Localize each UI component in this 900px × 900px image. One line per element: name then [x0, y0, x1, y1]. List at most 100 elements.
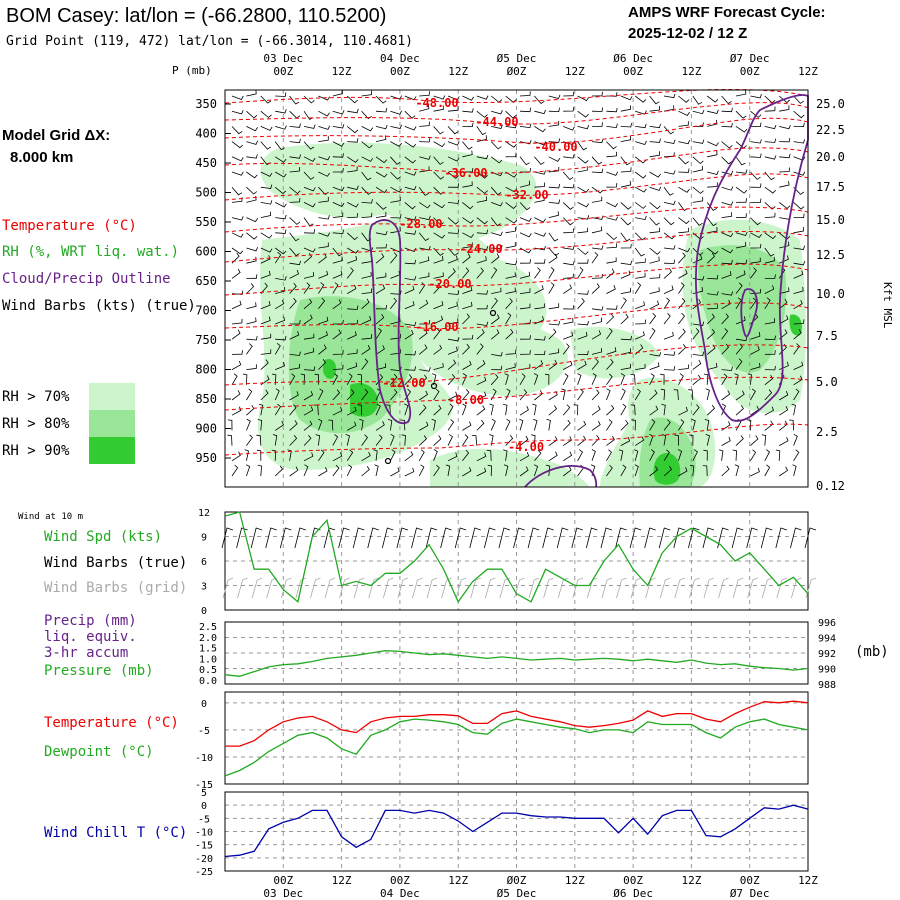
wind-barb [404, 185, 417, 191]
wind-barb [315, 434, 321, 446]
wind-barb [620, 464, 627, 477]
wind-barb [548, 94, 561, 99]
temperature-contour-label: -28.00 [399, 217, 442, 231]
wind-barb [534, 126, 546, 133]
wind-barb [346, 247, 359, 254]
wind-barb [246, 343, 253, 355]
temperature-contour-label: -4.00 [508, 440, 544, 454]
hour-label-bottom: 12Z [448, 874, 468, 887]
pressure-tick-label: 950 [195, 451, 217, 465]
wind-barb [404, 156, 416, 164]
wind-barb [577, 373, 582, 385]
wind-barb [447, 95, 460, 101]
wind-barb [577, 350, 589, 356]
wind-barb [678, 247, 691, 253]
wind-barb [591, 306, 604, 311]
wind-barb [347, 166, 358, 173]
wind-barb [620, 436, 631, 446]
wind-barb [490, 156, 503, 164]
wind-barb [634, 436, 645, 446]
cycle-value: 2025-12-02 / 12 Z [628, 25, 747, 42]
wind-barb [577, 247, 589, 255]
grid-wind-barb [543, 577, 554, 599]
wind-barb [404, 202, 416, 210]
wind-barb [750, 243, 762, 249]
wind-barb [618, 449, 624, 461]
wind-barb [390, 156, 401, 165]
hour-label-top: 12Z [798, 65, 818, 78]
wind-barb [375, 253, 385, 264]
wind-barb [361, 288, 373, 294]
wind-barb [678, 406, 688, 416]
wind-barb [649, 449, 655, 461]
temperature-contour-label: -20.00 [428, 277, 471, 291]
pressure-tick-label: 500 [195, 186, 217, 200]
wind-barb [775, 449, 781, 461]
wind-barb [562, 466, 572, 477]
wind-barb [347, 349, 358, 355]
wind-barb [490, 297, 498, 310]
hour-label-top: 00Z [273, 65, 293, 78]
pressure-tick-label: 800 [195, 363, 217, 377]
wind-barb [519, 319, 531, 325]
y-tick-label: 6 [201, 557, 207, 568]
wind-barb [476, 419, 485, 431]
wind-barb [577, 388, 584, 401]
wind-barb [548, 359, 558, 370]
temperature-contour-label: -40.00 [534, 140, 577, 154]
wind-barb [750, 267, 757, 279]
wind-barb [732, 449, 738, 461]
grid-wind-barb [761, 577, 773, 599]
wind-barb [404, 285, 415, 294]
wind-barb [375, 211, 387, 218]
wind-barb [634, 282, 642, 294]
y-tick-label: 990 [818, 665, 836, 676]
wind-barb [244, 449, 249, 461]
wind-barb [231, 110, 244, 115]
wind-barb [692, 321, 705, 326]
wind-barb [447, 199, 460, 204]
y-tick-label: -20 [195, 854, 213, 865]
wind-barb [649, 123, 661, 129]
wind-barb [793, 286, 804, 294]
wind-barb [591, 347, 603, 355]
wind-barb [764, 171, 775, 181]
wind-barb [260, 359, 269, 370]
wind-barb [663, 297, 671, 310]
wind-barb [275, 92, 287, 97]
wind-barb [246, 217, 259, 223]
wind-barb [779, 137, 791, 143]
wind-barb [505, 152, 517, 158]
wind-barb [703, 373, 709, 385]
wind-barb [793, 213, 805, 218]
wind-barb [318, 95, 331, 101]
wind-barb [735, 404, 744, 416]
wind-barb [534, 350, 546, 356]
wind-barb [433, 344, 443, 355]
legend-wind-barbs-grid: Wind Barbs (grid) [44, 580, 187, 596]
wind-barb [476, 267, 484, 279]
wind-barb [591, 373, 597, 385]
wind-barb [534, 217, 546, 223]
hour-label-top: 00Z [740, 65, 760, 78]
wind-barb [649, 202, 661, 210]
wind-barb [318, 156, 331, 161]
calm-marker [384, 457, 392, 465]
wind-barb [663, 419, 671, 431]
wind-barb [707, 119, 718, 127]
wind-barb [750, 139, 762, 144]
wind-barb [462, 301, 473, 310]
wind-barb [577, 227, 589, 234]
wind-barb [721, 390, 731, 401]
wind-barb [563, 305, 575, 310]
wind-barb [634, 202, 647, 209]
wind-barb [793, 449, 800, 462]
wind-barb [246, 317, 257, 325]
wind-barb [635, 331, 645, 340]
wind-barb [519, 466, 529, 477]
wind-barb [591, 283, 600, 294]
wind-barb [246, 140, 259, 145]
wind-barb [447, 183, 459, 188]
wind-barb [375, 363, 387, 370]
pressure-ticks: 350 400 450 500 550 600 650 700 750 800 850 900 950 2… [195, 97, 845, 493]
